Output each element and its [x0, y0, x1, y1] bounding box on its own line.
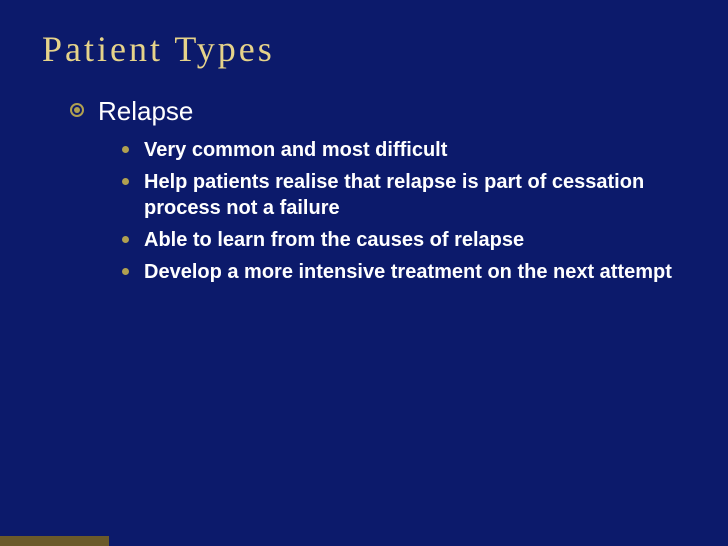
level2-text: Able to learn from the causes of relapse [144, 229, 524, 251]
bullet-icon [122, 146, 129, 153]
list-item-level2: Able to learn from the causes of relapse [122, 227, 686, 253]
level2-text: Develop a more intensive treatment on th… [144, 261, 672, 283]
list-item-level2: Help patients realise that relapse is pa… [122, 169, 686, 221]
bullet-icon [122, 268, 129, 275]
slide-container: Patient Types Relapse Very common and mo… [0, 0, 728, 546]
list-item-level2: Develop a more intensive treatment on th… [122, 259, 686, 285]
slide-title: Patient Types [42, 28, 686, 70]
list-item-level2: Very common and most difficult [122, 137, 686, 163]
bullet-icon [70, 103, 84, 117]
footer-accent-bar [0, 536, 728, 546]
slide-content: Relapse Very common and most difficult H… [42, 96, 686, 285]
list-item-level1: Relapse Very common and most difficult H… [70, 96, 686, 285]
bullet-icon [122, 178, 129, 185]
level2-text: Help patients realise that relapse is pa… [144, 171, 644, 219]
bullet-list-level2: Very common and most difficult Help pati… [98, 137, 686, 285]
level1-heading: Relapse [98, 96, 193, 126]
level2-text: Very common and most difficult [144, 139, 447, 161]
bullet-list-level1: Relapse Very common and most difficult H… [70, 96, 686, 285]
bullet-icon [122, 236, 129, 243]
